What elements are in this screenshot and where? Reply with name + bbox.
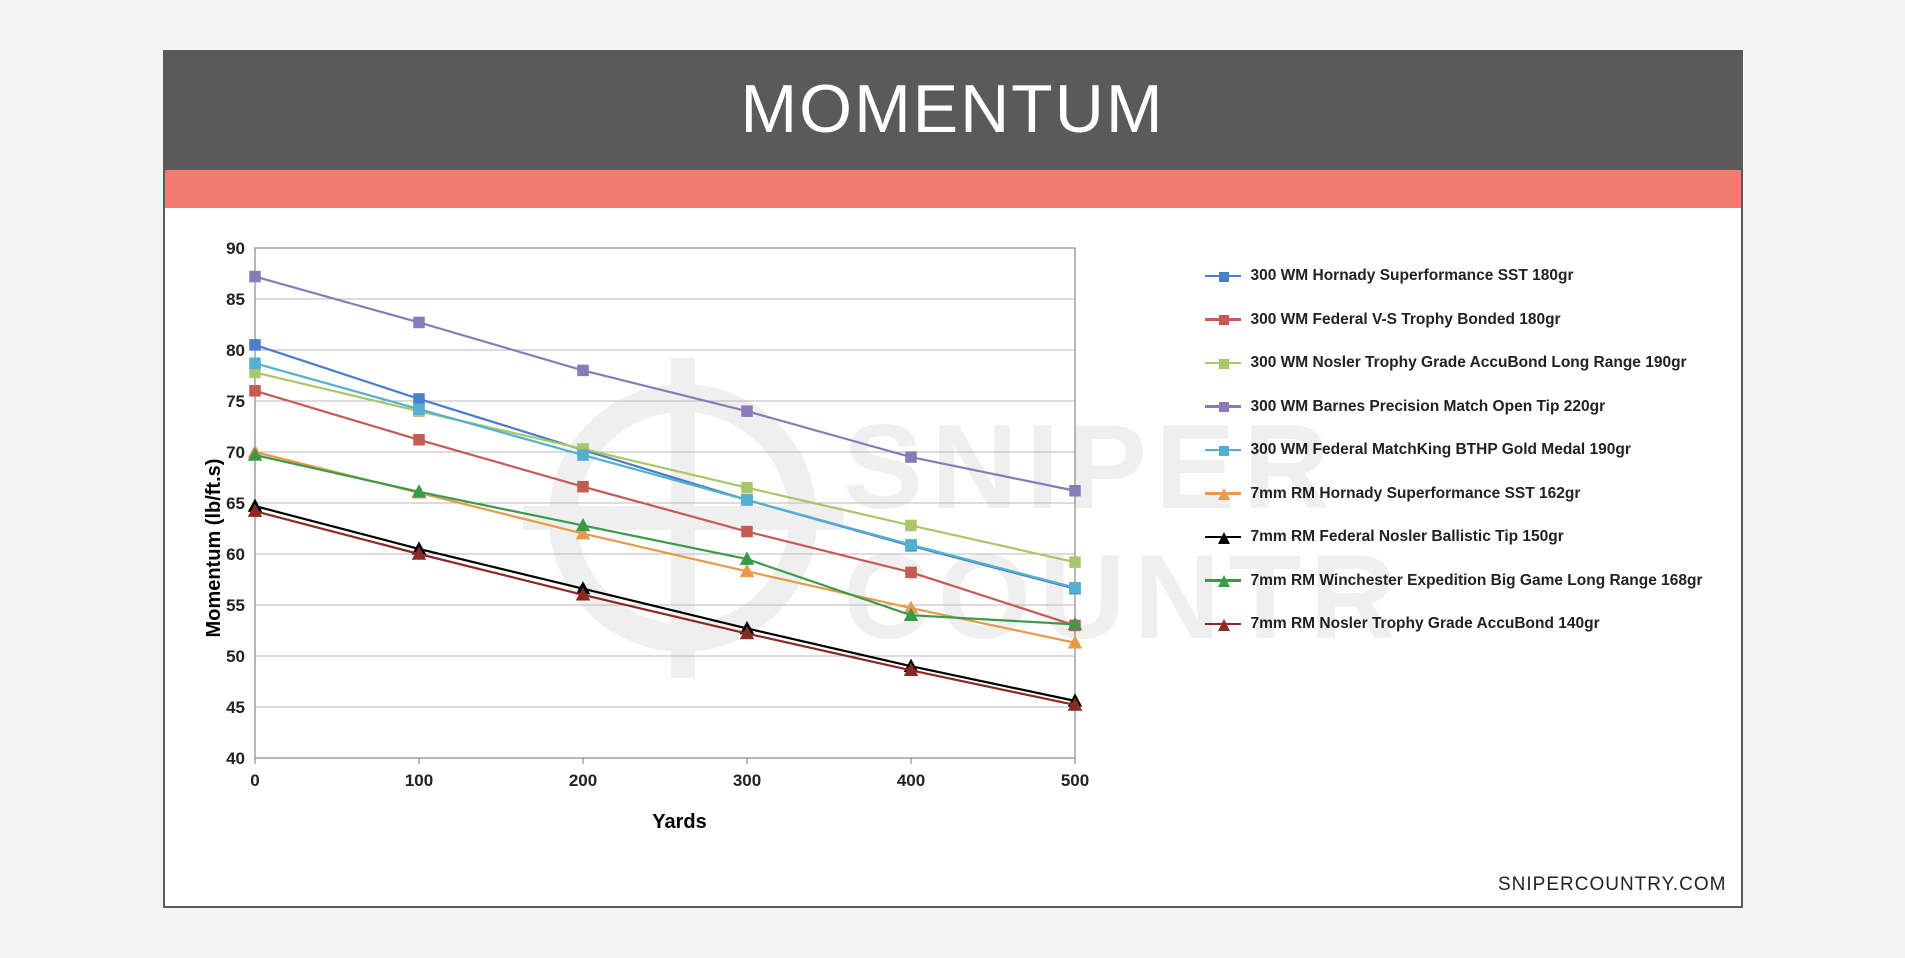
svg-text:45: 45 [226,698,245,717]
svg-text:80: 80 [226,341,245,360]
legend-item: 300 WM Barnes Precision Match Open Tip 2… [1205,399,1711,415]
x-axis-label: Yards [185,811,1175,834]
svg-text:100: 100 [404,771,432,790]
legend-label: 300 WM Federal V-S Trophy Bonded 180gr [1251,312,1561,328]
svg-text:40: 40 [226,749,245,768]
legend-label: 7mm RM Winchester Expedition Big Game Lo… [1251,573,1703,589]
legend-label: 300 WM Nosler Trophy Grade AccuBond Long… [1251,355,1687,371]
triangle-marker-icon [1218,488,1228,498]
svg-text:85: 85 [226,290,245,309]
square-marker-icon [1218,445,1228,455]
chart-card: MOMENTUM SNIPER COUNTRY Momentum (lb/ft.… [163,50,1743,908]
legend-item: 7mm RM Nosler Trophy Grade AccuBond 140g… [1205,616,1711,632]
legend-swatch-line [1205,536,1241,539]
legend-label: 300 WM Federal MatchKing BTHP Gold Medal… [1251,442,1631,458]
legend-swatch-line [1205,405,1241,408]
chart-body: SNIPER COUNTRY Momentum (lb/ft.s) 404550… [165,208,1741,868]
y-axis-label: Momentum (lb/ft.s) [202,459,225,638]
triangle-marker-icon [1218,619,1228,629]
square-marker-icon [1218,358,1228,368]
legend-item: 300 WM Federal V-S Trophy Bonded 180gr [1205,312,1711,328]
legend-item: 300 WM Nosler Trophy Grade AccuBond Long… [1205,355,1711,371]
legend-item: 300 WM Hornady Superformance SST 180gr [1205,268,1711,284]
legend-label: 7mm RM Hornady Superformance SST 162gr [1251,486,1581,502]
legend-label: 300 WM Barnes Precision Match Open Tip 2… [1251,399,1606,415]
svg-text:75: 75 [226,392,245,411]
legend: 300 WM Hornady Superformance SST 180gr 30… [1175,238,1721,858]
svg-text:400: 400 [896,771,924,790]
chart-title: MOMENTUM [165,52,1741,170]
triangle-marker-icon [1218,532,1228,542]
legend-item: 7mm RM Federal Nosler Ballistic Tip 150g… [1205,529,1711,545]
svg-text:55: 55 [226,596,245,615]
legend-label: 7mm RM Nosler Trophy Grade AccuBond 140g… [1251,616,1600,632]
legend-swatch-line [1205,362,1241,365]
square-marker-icon [1218,401,1228,411]
svg-text:50: 50 [226,647,245,666]
legend-item: 7mm RM Winchester Expedition Big Game Lo… [1205,573,1711,589]
footer-attribution: SNIPERCOUNTRY.COM [165,868,1741,906]
triangle-marker-icon [1218,575,1228,585]
legend-swatch-line [1205,318,1241,321]
legend-item: 7mm RM Hornady Superformance SST 162gr [1205,486,1711,502]
svg-text:70: 70 [226,443,245,462]
svg-text:65: 65 [226,494,245,513]
legend-swatch-line [1205,579,1241,582]
svg-text:60: 60 [226,545,245,564]
svg-text:200: 200 [568,771,596,790]
line-chart-svg: 40 45 50 55 60 65 70 75 80 85 90 0 100 200 300 400 500 [185,238,1085,798]
legend-label: 300 WM Hornady Superformance SST 180gr [1251,268,1574,284]
svg-text:300: 300 [732,771,760,790]
svg-text:500: 500 [1060,771,1088,790]
legend-swatch-line [1205,623,1241,626]
square-marker-icon [1218,271,1228,281]
square-marker-icon [1218,314,1228,324]
plot-area: Momentum (lb/ft.s) 40 45 50 55 60 65 70 75 80 85 9… [185,238,1175,858]
svg-text:0: 0 [250,771,259,790]
svg-text:90: 90 [226,239,245,258]
legend-item: 300 WM Federal MatchKing BTHP Gold Medal… [1205,442,1711,458]
legend-swatch-line [1205,449,1241,452]
legend-label: 7mm RM Federal Nosler Ballistic Tip 150g… [1251,529,1564,545]
legend-swatch-line [1205,275,1241,278]
accent-bar [165,170,1741,208]
legend-swatch-line [1205,492,1241,495]
